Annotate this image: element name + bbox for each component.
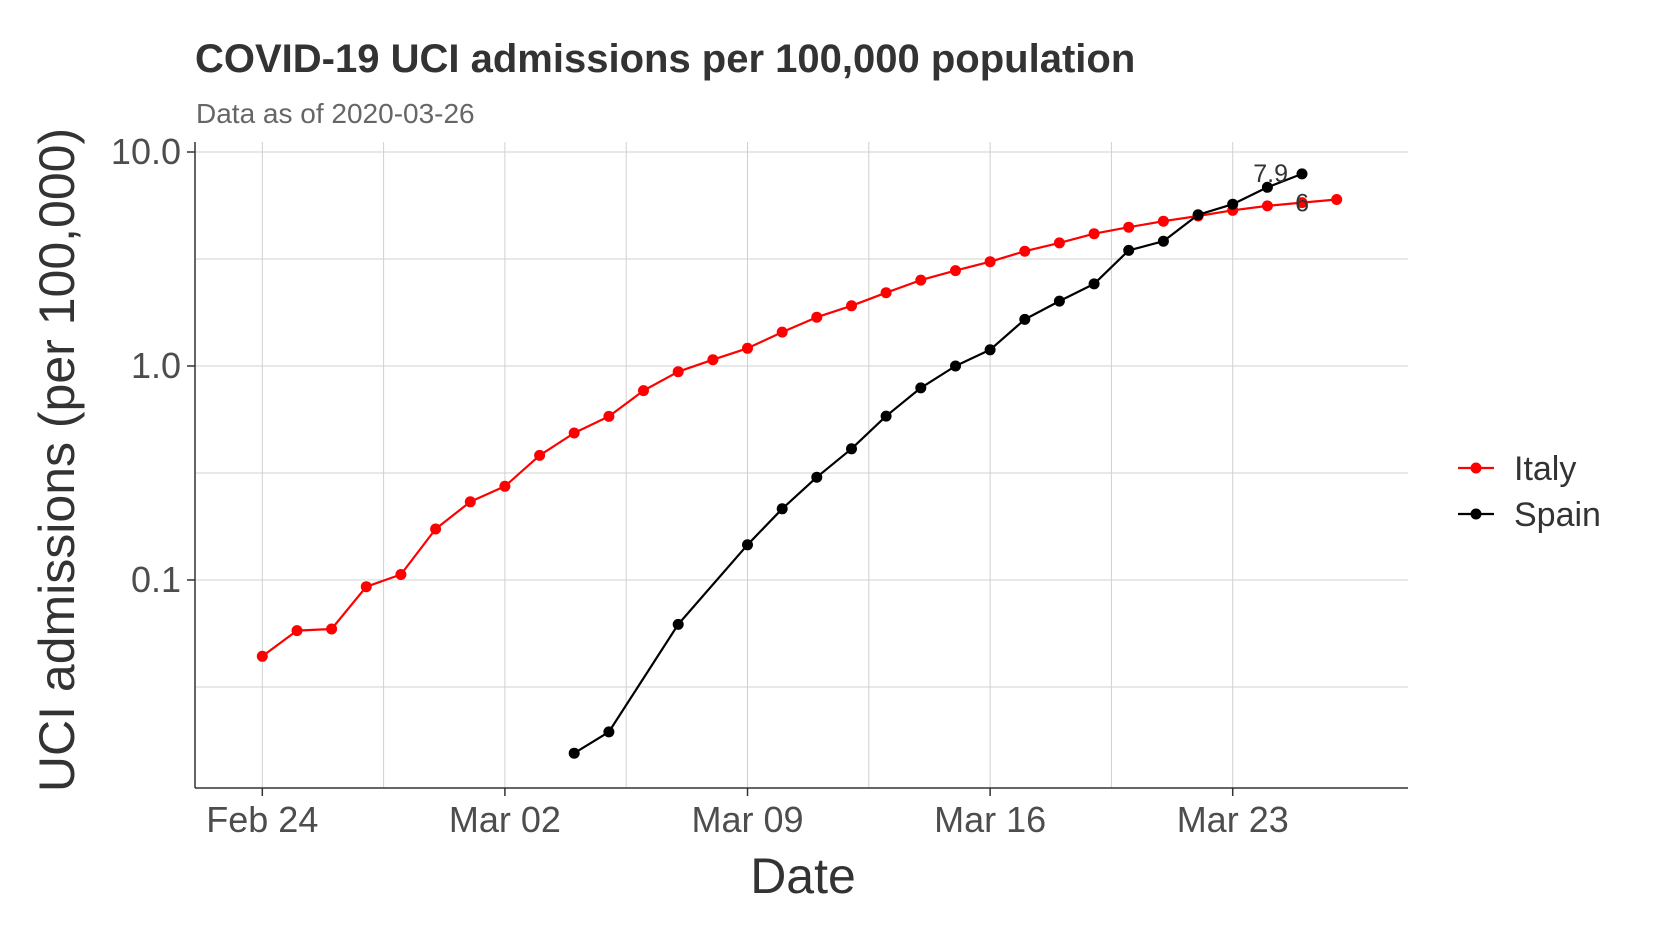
data-point-italy [1019,245,1031,257]
data-point-italy [534,449,546,461]
legend-marker [1470,462,1482,474]
data-point-italy [1261,200,1273,212]
data-point-italy [672,366,684,378]
data-point-spain [776,503,788,515]
tick-labels: Feb 24 Mar 02 Mar 09 Mar 16 Mar 23 0.1 1.0 10.0 [111,131,1289,840]
data-point-italy [464,496,476,508]
data-point-spain [880,410,892,422]
data-point-italy [360,581,372,593]
end-label-spain: 7.9 [1253,160,1288,188]
grid [195,142,1408,788]
data-point-spain [915,382,927,394]
legend-label: Italy [1514,450,1576,488]
legend: Italy Spain [1458,450,1601,534]
data-point-italy [1296,197,1308,209]
series-line-italy [261,198,1337,658]
data-point-italy [707,354,719,366]
data-point-spain [1157,235,1169,247]
data-point-italy [1123,221,1135,233]
data-point-italy [1088,228,1100,240]
x-tick-label: Mar 23 [1177,799,1289,840]
data-point-italy [1331,194,1343,205]
series-spain [568,168,1308,759]
data-point-italy [603,410,615,422]
data-point-spain [568,747,580,759]
data-point-italy [846,300,857,312]
data-point-italy [638,385,649,397]
x-axis-title: Date [750,848,856,904]
data-point-italy [880,287,892,299]
data-point-spain [1053,295,1065,307]
series-line-spain [573,172,1303,755]
data-point-italy [430,523,442,535]
axes [187,142,1408,796]
data-point-spain [603,726,615,738]
data-point-spain [742,539,753,551]
end-label-italy: 6 [1295,190,1309,218]
x-tick-label: Mar 09 [691,799,803,840]
data-point-italy [984,256,996,268]
data-point-italy [291,625,303,637]
chart-subtitle: Data as of 2020-03-26 [196,98,475,129]
data-point-italy [950,265,961,277]
data-point-spain [672,618,684,630]
data-point-spain [811,471,823,483]
series-italy [256,194,1343,662]
data-point-italy [776,326,788,338]
chart-title: COVID-19 UCI admissions per 100,000 popu… [195,37,1135,81]
data-point-spain [950,360,961,372]
y-axis-title: UCI admissions (per 100,000) [29,128,85,792]
data-point-italy [1157,215,1169,227]
data-point-spain [1019,313,1031,325]
y-tick-label: 0.1 [131,559,181,600]
data-point-spain [1192,209,1204,221]
data-point-spain [846,443,857,455]
data-point-spain [984,344,996,356]
data-point-spain [1123,244,1135,256]
data-point-spain [1296,168,1308,180]
legend-item-spain: Spain [1458,496,1601,534]
y-tick-label: 10.0 [111,131,181,172]
legend-item-italy: Italy [1458,450,1576,488]
data-point-spain [1088,278,1100,290]
series-layer: 7.96 [256,160,1343,759]
data-point-italy [568,427,580,439]
x-tick-label: Feb 24 [206,799,318,840]
data-point-italy [499,480,511,492]
data-point-spain [1227,198,1239,210]
data-point-italy [915,274,927,286]
y-tick-label: 1.0 [131,345,181,386]
data-point-spain [1261,181,1273,193]
legend-label: Spain [1514,496,1601,534]
data-point-italy [1053,237,1065,249]
legend-marker [1470,508,1482,520]
data-point-italy [742,342,753,354]
x-tick-label: Mar 02 [449,799,561,840]
data-point-italy [395,569,407,580]
x-tick-label: Mar 16 [934,799,1046,840]
data-point-italy [256,650,268,662]
data-point-italy [811,311,823,323]
data-point-italy [326,623,338,635]
